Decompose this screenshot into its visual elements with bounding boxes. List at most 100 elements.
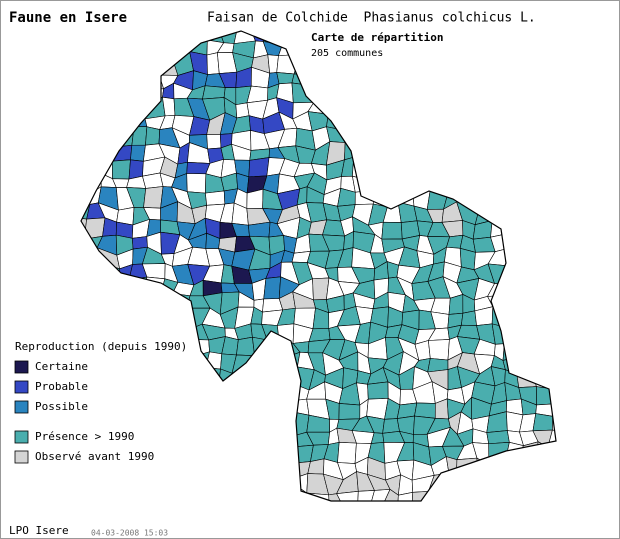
- commune: [417, 43, 434, 58]
- commune: [382, 114, 404, 135]
- commune: [207, 427, 225, 450]
- commune: [520, 162, 540, 180]
- commune: [475, 488, 495, 501]
- legend-swatch: [14, 360, 29, 374]
- commune: [218, 382, 240, 402]
- commune: [186, 351, 210, 376]
- commune: [476, 111, 491, 135]
- commune: [337, 86, 360, 104]
- commune: [81, 476, 84, 495]
- commune: [383, 505, 405, 525]
- commune: [503, 115, 525, 135]
- commune: [158, 401, 175, 417]
- commune: [532, 172, 555, 193]
- commune: [126, 397, 150, 419]
- commune: [563, 352, 583, 374]
- commune: [232, 446, 252, 465]
- commune: [142, 54, 162, 76]
- commune: [456, 85, 481, 104]
- commune: [471, 82, 491, 106]
- commune: [397, 188, 415, 207]
- commune: [523, 508, 538, 523]
- commune: [144, 428, 162, 449]
- commune: [552, 186, 556, 210]
- commune: [353, 147, 376, 159]
- commune: [112, 463, 134, 479]
- commune: [87, 352, 104, 376]
- commune: [278, 42, 301, 57]
- commune: [129, 69, 144, 91]
- commune: [549, 250, 556, 271]
- commune: [114, 366, 136, 387]
- commune: [101, 506, 113, 524]
- commune: [202, 85, 226, 100]
- commune: [276, 399, 298, 420]
- commune: [130, 463, 145, 479]
- commune: [461, 144, 476, 162]
- commune: [70, 502, 90, 522]
- commune: [517, 219, 540, 240]
- commune: [522, 117, 539, 135]
- commune: [549, 369, 556, 391]
- commune: [84, 307, 105, 329]
- commune: [457, 156, 480, 179]
- commune: [232, 431, 255, 448]
- commune: [127, 292, 148, 312]
- commune: [490, 40, 509, 58]
- commune: [473, 147, 496, 164]
- commune: [520, 292, 538, 313]
- commune: [448, 112, 464, 131]
- commune: [217, 502, 240, 518]
- commune: [85, 416, 102, 431]
- commune: [432, 43, 448, 59]
- commune: [568, 149, 585, 164]
- commune: [141, 276, 166, 296]
- commune: [546, 221, 556, 241]
- commune: [127, 307, 151, 327]
- commune: [202, 478, 226, 495]
- commune: [195, 502, 204, 518]
- commune: [157, 40, 181, 60]
- commune: [565, 313, 584, 328]
- commune: [565, 295, 584, 314]
- commune: [537, 292, 554, 313]
- commune: [160, 293, 173, 315]
- commune: [296, 31, 309, 46]
- commune: [188, 477, 208, 494]
- commune: [277, 411, 297, 436]
- commune: [127, 357, 151, 375]
- commune: [190, 456, 209, 481]
- commune: [563, 505, 579, 526]
- commune: [494, 142, 509, 164]
- commune: [551, 111, 556, 136]
- commune: [111, 159, 131, 180]
- commune: [548, 490, 556, 501]
- commune: [84, 217, 106, 240]
- commune: [447, 85, 466, 99]
- commune: [324, 67, 339, 91]
- commune: [145, 416, 162, 430]
- commune: [554, 388, 556, 405]
- legend: Certaine Probable Possible Présence > 1990 O…: [14, 360, 154, 464]
- commune: [172, 293, 191, 315]
- species-title: Faisan de Colchide Phasianus colchicus L…: [207, 11, 536, 26]
- commune: [248, 157, 270, 178]
- commune: [534, 441, 555, 466]
- commune: [101, 126, 117, 148]
- commune: [156, 456, 181, 477]
- commune: [130, 144, 146, 162]
- commune: [427, 144, 451, 163]
- legend-swatch: [14, 450, 29, 464]
- commune: [490, 159, 510, 178]
- commune: [172, 354, 196, 376]
- commune: [367, 131, 390, 148]
- commune: [534, 489, 554, 501]
- commune: [565, 446, 580, 463]
- commune: [508, 507, 525, 524]
- commune: [189, 367, 207, 389]
- commune: [519, 100, 537, 120]
- commune: [145, 494, 165, 501]
- commune: [519, 489, 541, 501]
- commune: [417, 67, 435, 86]
- commune: [506, 473, 521, 495]
